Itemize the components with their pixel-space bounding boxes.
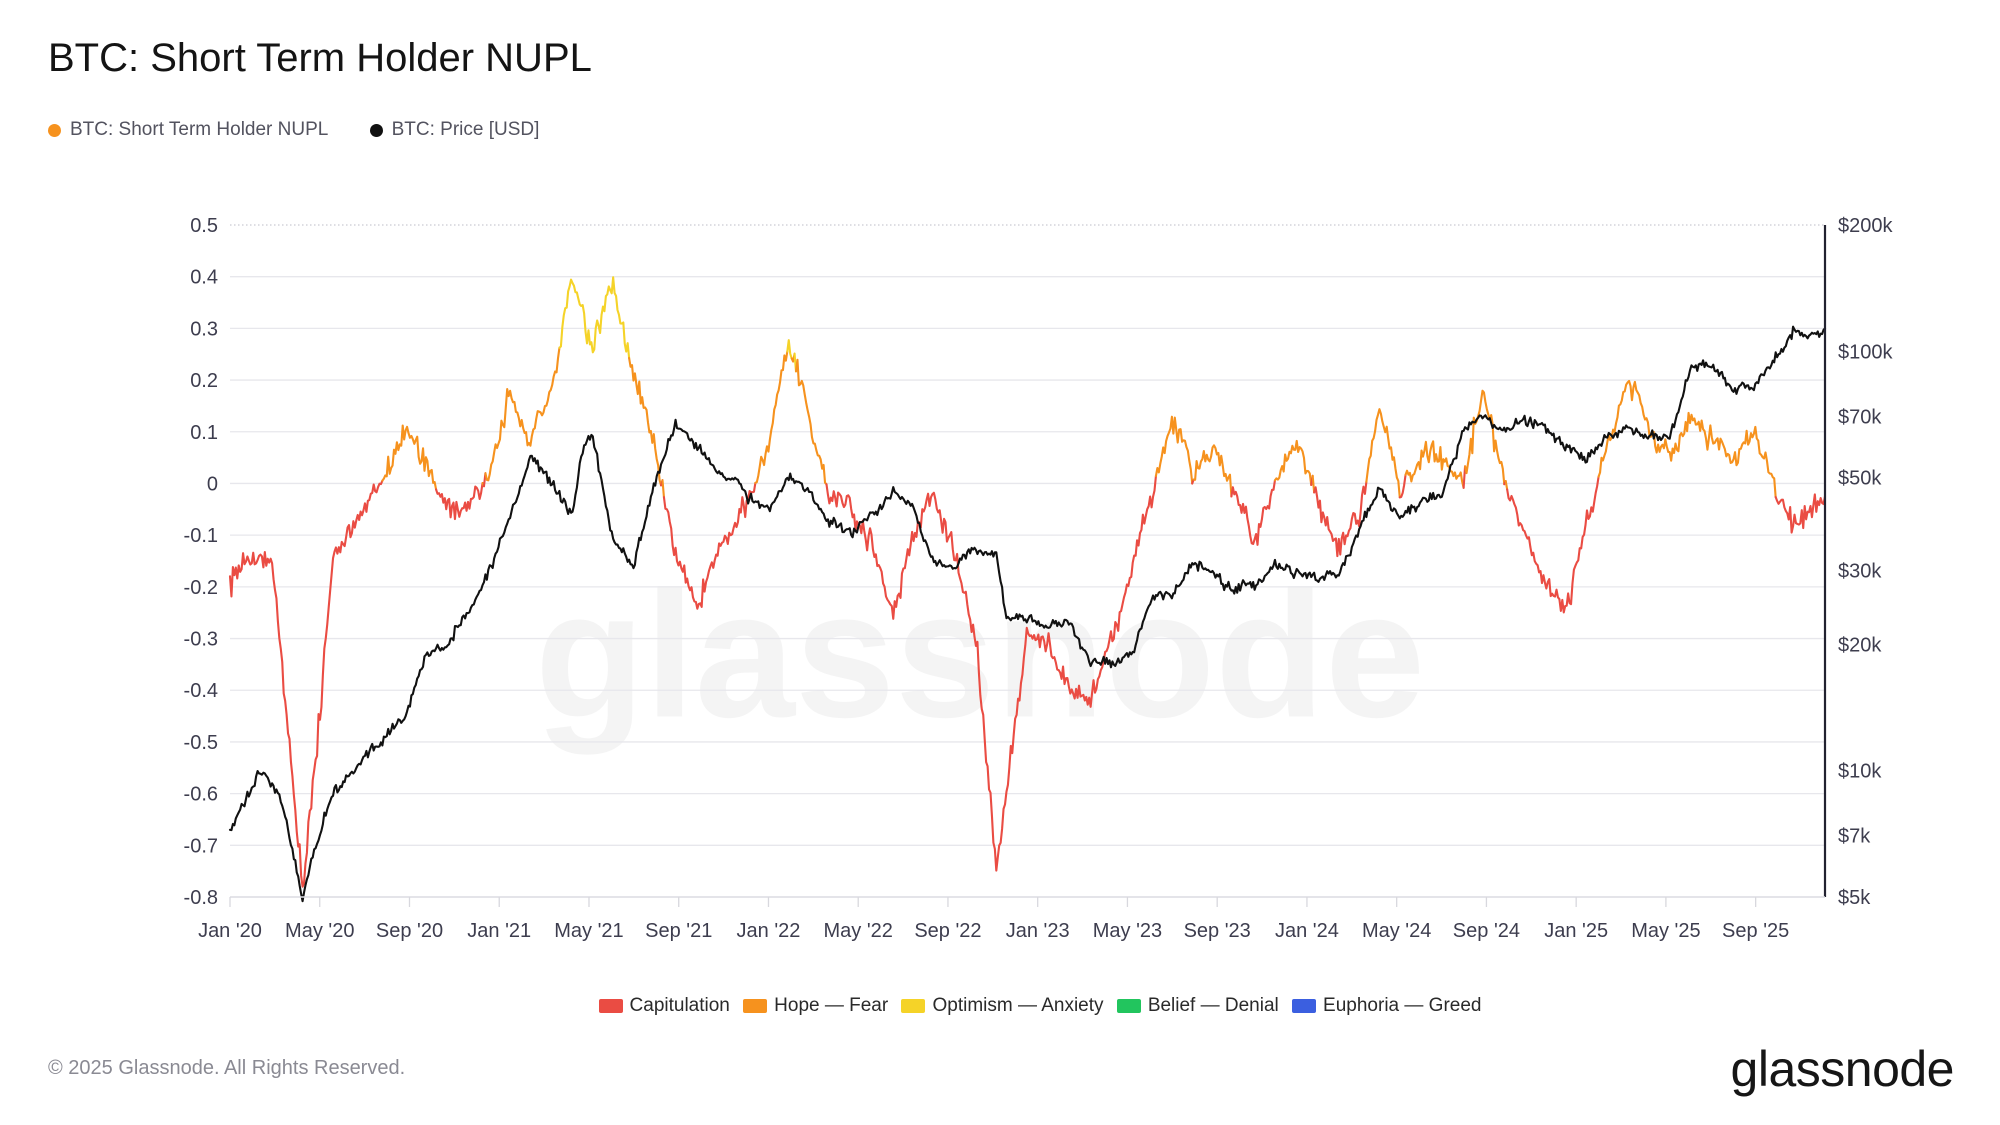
svg-text:May '20: May '20: [285, 920, 354, 942]
svg-text:0.1: 0.1: [190, 422, 218, 444]
svg-text:Jan '22: Jan '22: [737, 920, 801, 942]
svg-text:Jan '25: Jan '25: [1544, 920, 1608, 942]
svg-text:$200k: $200k: [1838, 215, 1893, 237]
svg-text:Sep '22: Sep '22: [914, 920, 981, 942]
svg-text:$5k: $5k: [1838, 887, 1871, 909]
svg-text:Sep '20: Sep '20: [376, 920, 443, 942]
svg-text:May '25: May '25: [1631, 920, 1700, 942]
svg-text:Jan '21: Jan '21: [467, 920, 531, 942]
svg-text:$100k: $100k: [1838, 341, 1893, 363]
svg-text:$10k: $10k: [1838, 761, 1882, 783]
svg-text:0.2: 0.2: [190, 370, 218, 392]
svg-text:May '21: May '21: [554, 920, 623, 942]
svg-text:-0.3: -0.3: [184, 629, 218, 651]
svg-text:Sep '25: Sep '25: [1722, 920, 1789, 942]
svg-text:-0.4: -0.4: [184, 680, 218, 702]
svg-text:0.4: 0.4: [190, 267, 218, 289]
svg-text:$20k: $20k: [1838, 634, 1882, 656]
svg-text:May '23: May '23: [1093, 920, 1162, 942]
svg-text:0.5: 0.5: [190, 215, 218, 237]
svg-text:$50k: $50k: [1838, 468, 1882, 490]
svg-text:0.3: 0.3: [190, 318, 218, 340]
svg-text:May '24: May '24: [1362, 920, 1431, 942]
svg-text:-0.1: -0.1: [184, 525, 218, 547]
svg-text:-0.8: -0.8: [184, 887, 218, 909]
svg-text:$70k: $70k: [1838, 406, 1882, 428]
svg-text:-0.7: -0.7: [184, 835, 218, 857]
svg-text:-0.2: -0.2: [184, 577, 218, 599]
svg-text:$30k: $30k: [1838, 561, 1882, 583]
svg-text:May '22: May '22: [824, 920, 893, 942]
svg-text:-0.5: -0.5: [184, 732, 218, 754]
svg-text:Jan '24: Jan '24: [1275, 920, 1339, 942]
svg-text:Sep '23: Sep '23: [1184, 920, 1251, 942]
svg-text:Sep '24: Sep '24: [1453, 920, 1520, 942]
svg-text:Jan '23: Jan '23: [1006, 920, 1070, 942]
svg-text:$7k: $7k: [1838, 826, 1871, 848]
svg-text:Jan '20: Jan '20: [198, 920, 262, 942]
svg-text:-0.6: -0.6: [184, 784, 218, 806]
svg-text:0: 0: [207, 473, 218, 495]
svg-text:Sep '21: Sep '21: [645, 920, 712, 942]
